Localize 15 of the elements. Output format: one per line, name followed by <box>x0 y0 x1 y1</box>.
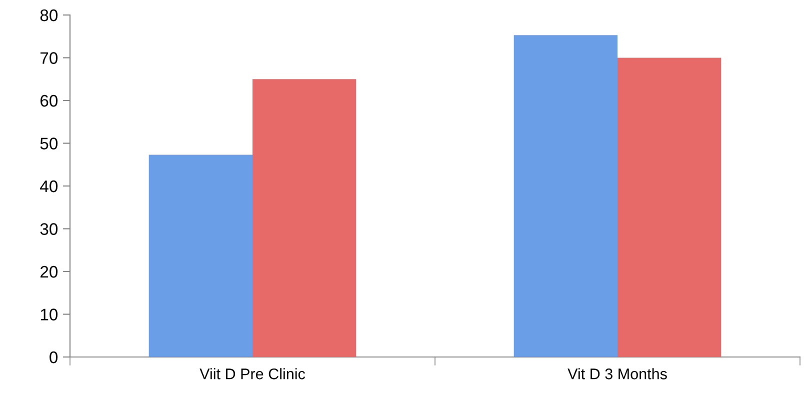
y-tick-label: 20 <box>40 266 58 278</box>
y-tick-label: 30 <box>40 223 58 235</box>
y-tick-label: 10 <box>40 308 58 320</box>
y-tick-label: 60 <box>40 94 58 107</box>
y-tick-label: 70 <box>40 52 58 64</box>
bar <box>252 79 356 357</box>
bar <box>514 35 618 357</box>
bar <box>148 154 252 357</box>
y-tick-label: 0 <box>50 351 58 364</box>
x-tick-label: Viit D Pre Clinic <box>200 368 306 380</box>
x-tick-label: Vit D 3 Months <box>568 368 667 380</box>
y-tick-label: 80 <box>40 9 58 22</box>
y-tick-label: 40 <box>40 180 58 192</box>
y-tick-label: 50 <box>40 138 58 150</box>
bar <box>618 58 722 357</box>
